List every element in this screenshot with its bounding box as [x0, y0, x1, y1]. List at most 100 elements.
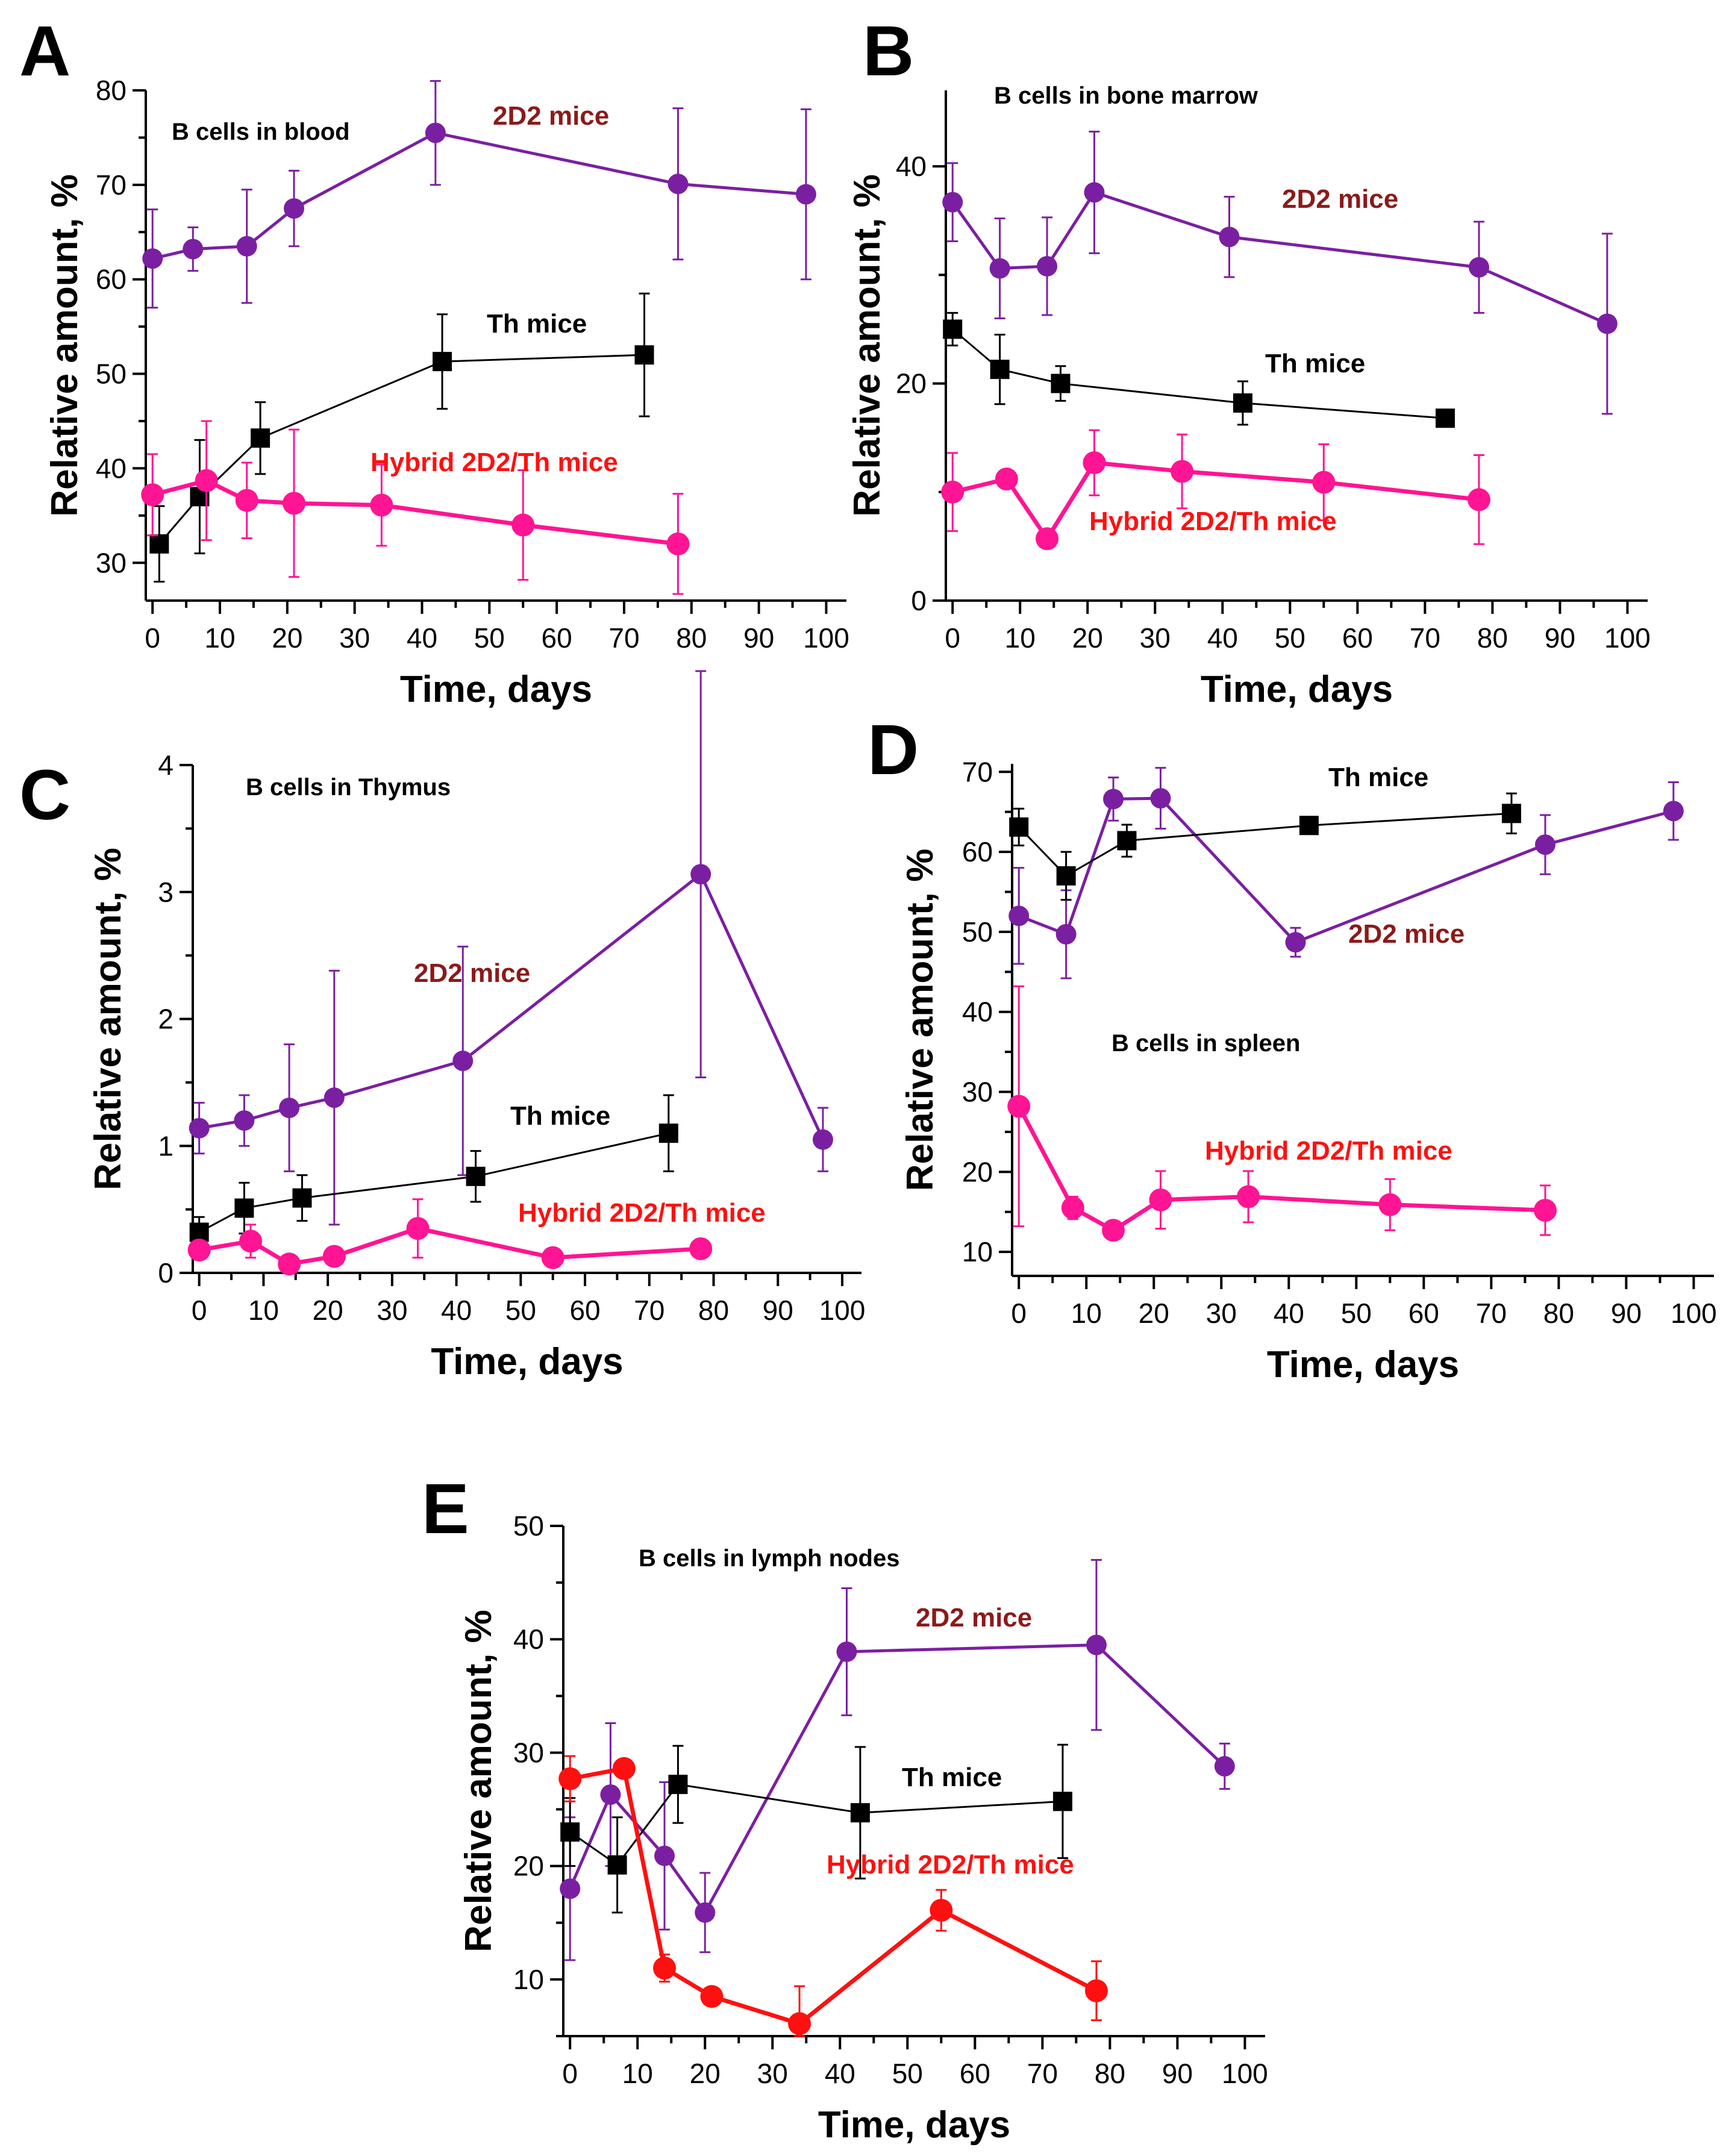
data-point — [234, 1110, 255, 1131]
y-tick-label: 70 — [96, 169, 127, 201]
data-point — [1084, 182, 1105, 203]
x-tick-label: 20 — [1139, 1298, 1169, 1329]
data-point — [279, 1098, 300, 1119]
data-point — [668, 173, 689, 195]
data-point — [788, 2012, 811, 2036]
data-point — [989, 258, 1010, 279]
data-point — [370, 493, 393, 517]
x-tick-label: 80 — [1477, 622, 1508, 654]
series-label: Th mice — [1328, 763, 1428, 792]
x-tick-label: 80 — [676, 622, 707, 654]
data-point — [1467, 488, 1490, 511]
panel-title: B cells in blood — [172, 119, 350, 145]
data-point — [1008, 905, 1030, 926]
data-point — [425, 122, 446, 143]
y-tick-label: 2 — [158, 1004, 174, 1035]
data-point — [466, 1166, 486, 1186]
x-tick-label: 30 — [1206, 1298, 1237, 1329]
x-tick-label: 70 — [1410, 622, 1440, 654]
data-point — [149, 534, 169, 554]
series-label: Hybrid 2D2/Th mice — [1205, 1136, 1452, 1166]
data-point — [654, 1845, 675, 1866]
data-point — [1171, 460, 1194, 483]
data-point — [1084, 1979, 1108, 2002]
series-th-mice: Th mice — [149, 292, 654, 583]
series-line — [569, 1766, 1098, 2026]
data-point — [1051, 373, 1071, 393]
x-tick-label: 100 — [819, 1295, 866, 1326]
data-point — [1117, 831, 1137, 851]
data-point — [634, 345, 654, 365]
y-tick-label: 20 — [896, 368, 927, 399]
x-tick-label: 20 — [1072, 622, 1103, 654]
data-point — [292, 1188, 312, 1208]
data-point — [406, 1217, 430, 1240]
x-tick-label: 50 — [1275, 622, 1305, 654]
data-point — [511, 513, 535, 537]
x-tick-label: 50 — [892, 2058, 923, 2089]
x-tick-label: 90 — [1545, 622, 1575, 654]
series-2d2-mice: 2D2 mice — [1008, 767, 1684, 980]
y-tick-label: 70 — [962, 756, 993, 787]
data-point — [941, 480, 965, 504]
data-point — [284, 198, 305, 219]
series-label: Th mice — [1265, 349, 1365, 378]
series-2d2-mice: 2D2 mice — [942, 130, 1618, 415]
x-tick-label: 10 — [622, 2058, 653, 2089]
y-tick-label: 1 — [158, 1130, 174, 1161]
y-tick-label: 40 — [96, 452, 127, 484]
data-point — [990, 360, 1010, 380]
data-point — [322, 1245, 346, 1268]
data-point — [1056, 866, 1076, 886]
x-axis-title: Time, days — [1267, 1344, 1459, 1386]
data-point — [236, 236, 257, 257]
y-tick-label: 0 — [911, 585, 927, 616]
x-tick-label: 40 — [825, 2058, 855, 2089]
data-point — [995, 467, 1018, 491]
panel-letter: D — [868, 710, 919, 790]
series-hybrid-2d2-th-mice: Hybrid 2D2/Th mice — [941, 429, 1490, 551]
data-point — [1102, 1219, 1125, 1242]
data-point — [452, 1051, 474, 1072]
data-point — [836, 1641, 857, 1662]
data-point — [812, 1129, 833, 1150]
data-point — [795, 184, 816, 205]
data-point — [187, 1239, 211, 1262]
panel-title: B cells in spleen — [1112, 1030, 1300, 1057]
data-point — [251, 428, 270, 448]
data-point — [183, 239, 204, 260]
series-line — [199, 1226, 701, 1266]
series-th-mice: Th mice — [943, 311, 1455, 428]
data-point — [607, 1855, 627, 1875]
data-point — [234, 1198, 254, 1218]
y-tick-label: 40 — [896, 151, 927, 182]
data-point — [1233, 393, 1252, 413]
data-point — [943, 319, 963, 339]
data-point — [1378, 1193, 1402, 1216]
series-th-mice: Th mice — [560, 1743, 1072, 1914]
data-point — [700, 1985, 724, 2008]
data-point — [1596, 313, 1618, 334]
panel-title: B cells in Thymus — [246, 774, 451, 801]
data-point — [1086, 1634, 1107, 1655]
data-point — [1149, 1188, 1172, 1211]
x-tick-label: 70 — [1476, 1298, 1507, 1329]
y-tick-label: 40 — [962, 996, 993, 1028]
x-tick-label: 20 — [272, 622, 302, 654]
x-axis-title: Time, days — [1201, 669, 1393, 710]
y-tick-label: 60 — [962, 836, 993, 867]
y-tick-label: 50 — [962, 916, 993, 948]
panel-e: E 0 10 20 30 40 50 60 70 80 90 100 10 20 30 40 50 Time, d… — [422, 1469, 1268, 2146]
y-tick-label: 80 — [96, 75, 127, 106]
data-point — [1052, 1792, 1072, 1811]
series-hybrid-2d2-th-mice: Hybrid 2D2/Th mice — [141, 420, 690, 595]
panel-a: A 0 10 20 30 40 50 60 70 80 90 100 30 40 50 60 70 80 Time,… — [19, 11, 849, 710]
panel-d: D 0 10 20 30 40 50 60 70 80 90 100 10 20 30 40 50 60 70 Tim… — [868, 710, 1717, 1386]
x-tick-label: 20 — [313, 1295, 343, 1326]
x-tick-label: 40 — [1274, 1298, 1304, 1329]
data-point — [189, 1117, 210, 1139]
data-point — [1103, 789, 1124, 810]
x-tick-label: 60 — [569, 1295, 600, 1326]
series-label: Hybrid 2D2/Th mice — [827, 1850, 1074, 1879]
data-point — [1435, 408, 1455, 428]
